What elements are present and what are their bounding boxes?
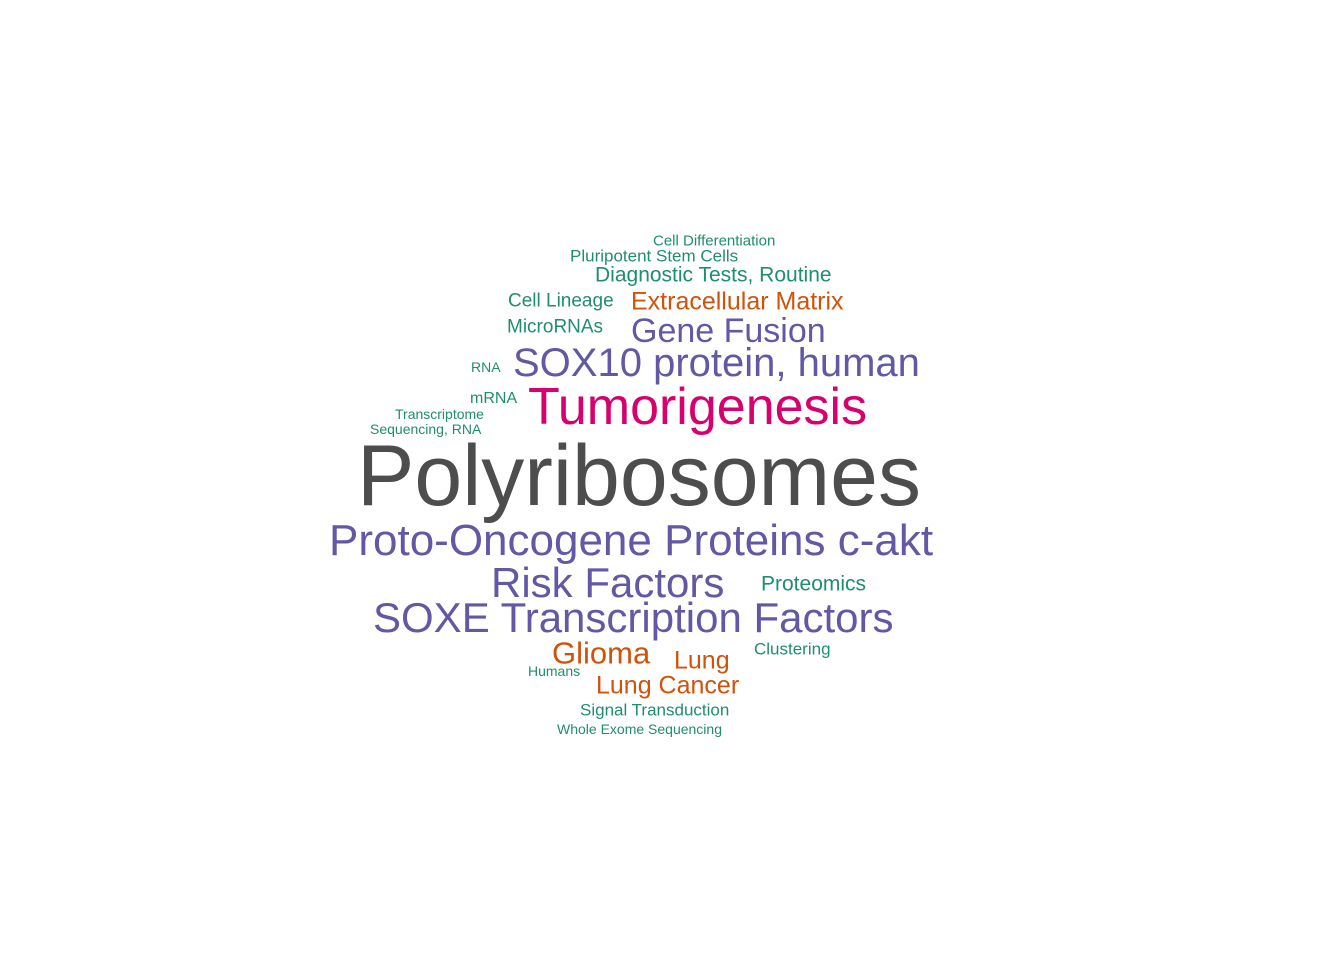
word-proteomics: Proteomics: [761, 572, 867, 596]
word-soxe-transcription-factors: SOXE Transcription Factors: [373, 594, 894, 641]
word-whole-exome-sequencing: Whole Exome Sequencing: [557, 721, 722, 737]
word-risk-factors: Risk Factors: [491, 559, 725, 606]
word-mrna: mRNA: [470, 390, 518, 407]
word-lung: Lung: [674, 646, 730, 675]
word-tumorigenesis: Tumorigenesis: [528, 378, 868, 436]
word-sequencing-rna: Sequencing, RNA: [370, 421, 482, 437]
word-sox10-protein-human: SOX10 protein, human: [513, 341, 920, 385]
word-clustering: Clustering: [754, 639, 831, 659]
word-rna: RNA: [471, 359, 501, 375]
word-cell-lineage: Cell Lineage: [508, 290, 614, 312]
word-gene-fusion: Gene Fusion: [631, 312, 826, 350]
word-humans: Humans: [528, 663, 581, 679]
word-pluripotent-stem-cells: Pluripotent Stem Cells: [570, 246, 739, 266]
word-proto-oncogene-proteins-c-akt: Proto-Oncogene Proteins c-akt: [329, 516, 934, 565]
word-micrornas: MicroRNAs: [507, 316, 604, 338]
word-transcriptome: Transcriptome: [395, 406, 484, 422]
word-cell-differentiation: Cell Differentiation: [653, 232, 776, 250]
word-lung-cancer: Lung Cancer: [596, 671, 740, 700]
word-extracellular-matrix: Extracellular Matrix: [631, 287, 844, 316]
word-polyribosomes: Polyribosomes: [357, 428, 921, 524]
word-diagnostic-tests-routine: Diagnostic Tests, Routine: [595, 263, 832, 287]
word-glioma: Glioma: [552, 635, 651, 671]
word-signal-transduction: Signal Transduction: [580, 700, 730, 720]
